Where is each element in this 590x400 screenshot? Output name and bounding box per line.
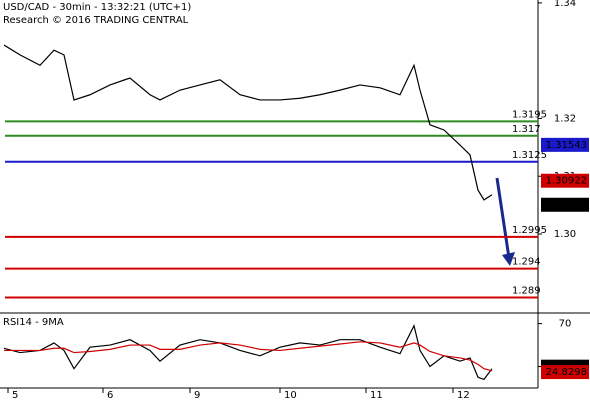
price-marker-label: 1.31543: [546, 140, 587, 151]
y-tick-label: 1.32: [554, 113, 576, 124]
level-label: 1.317: [512, 124, 541, 135]
forecast-arrowhead: [502, 252, 515, 266]
price-marker-label: 1.30922: [546, 176, 587, 187]
y-tick-label: 70: [559, 319, 572, 330]
level-label: 1.294: [512, 257, 541, 268]
price-marker: [541, 365, 589, 380]
x-tick-label: 10: [284, 390, 297, 400]
series-line: [4, 341, 493, 372]
forecast-arrow: [495, 177, 511, 259]
level-label: 1.289: [512, 286, 541, 297]
price-marker: [541, 173, 589, 188]
y-tick-label: 1.34: [554, 0, 576, 9]
price-marker: [541, 197, 589, 212]
chart-subtitle: Research © 2016 TRADING CENTRAL: [3, 15, 189, 26]
y-tick-label: 1.30: [554, 229, 576, 240]
x-tick-label: 11: [370, 390, 383, 400]
series-line: [3, 44, 493, 201]
level-label: 1.2995: [512, 225, 547, 236]
chart-title: USD/CAD - 30min - 13:32:21 (UTC+1): [3, 2, 191, 13]
x-tick-label: 5: [12, 390, 18, 400]
price-marker: [541, 137, 589, 152]
x-tick-label: 9: [194, 390, 200, 400]
x-tick-label: 6: [107, 390, 113, 400]
indicator-title: RSI14 - 9MA: [3, 317, 64, 328]
level-label: 1.3195: [512, 109, 547, 120]
price-marker-label: 1.30506: [546, 200, 587, 211]
level-label: 1.3125: [512, 150, 547, 161]
price-marker-label: 24.8298: [546, 367, 587, 378]
x-tick-label: 12: [457, 390, 470, 400]
series-line: [3, 324, 493, 381]
